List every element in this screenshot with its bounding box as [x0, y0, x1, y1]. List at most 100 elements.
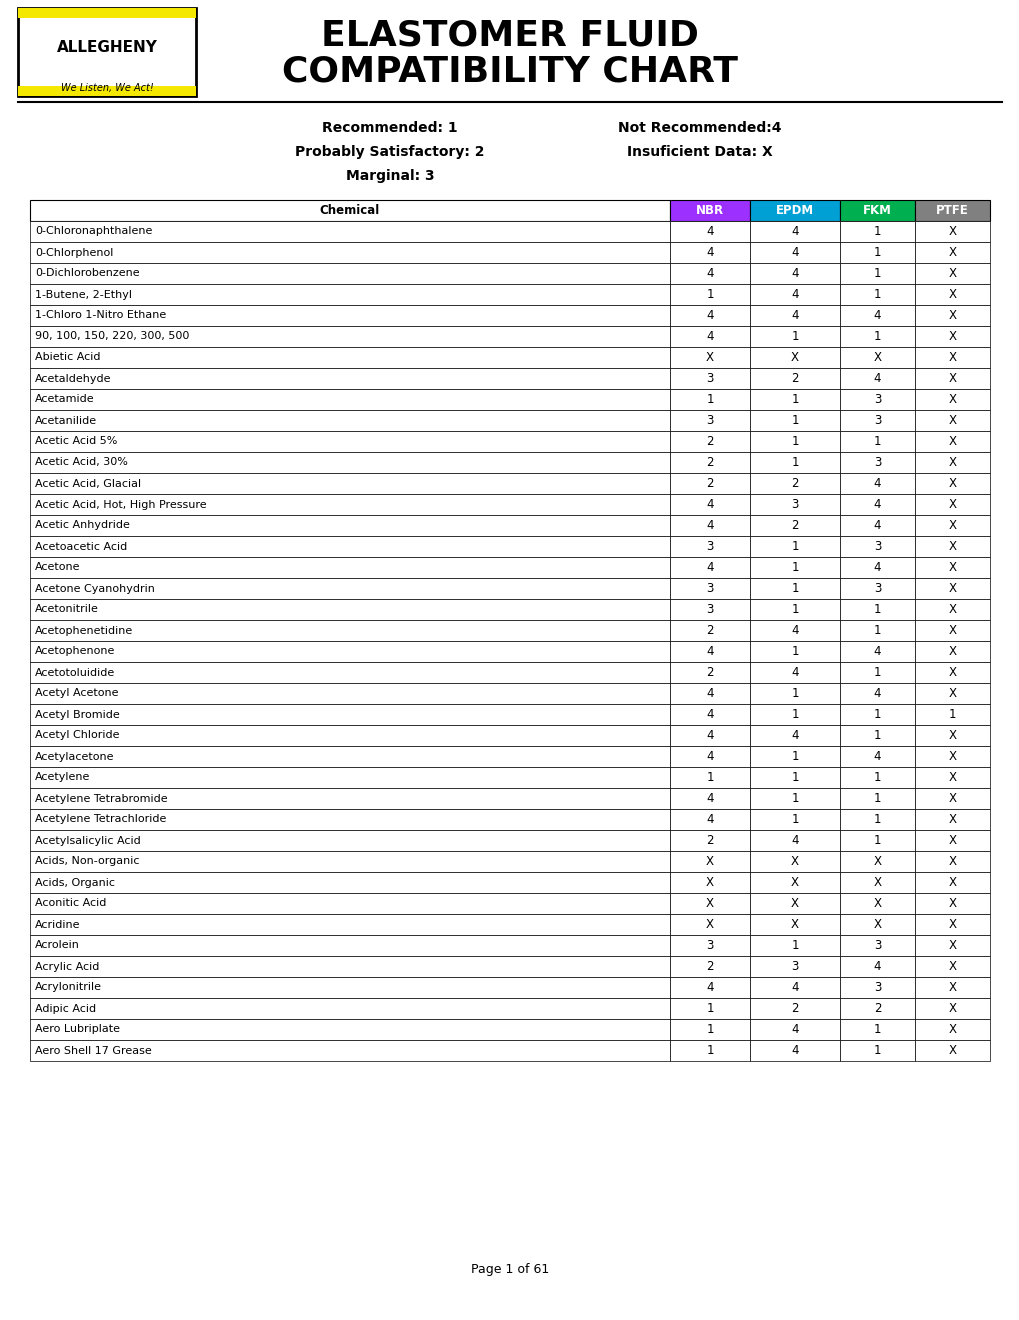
Bar — [914, 451, 989, 473]
Text: 4: 4 — [791, 309, 798, 322]
Bar — [840, 263, 914, 284]
Bar — [840, 746, 914, 767]
Text: 1: 1 — [873, 267, 880, 280]
Bar — [840, 809, 914, 830]
Bar — [749, 1019, 840, 1040]
Bar — [669, 389, 749, 411]
Text: Acetotoluidide: Acetotoluidide — [35, 668, 115, 677]
Text: Acetyl Bromide: Acetyl Bromide — [35, 710, 119, 719]
Bar — [914, 1019, 989, 1040]
Text: Acetylene Tetrachloride: Acetylene Tetrachloride — [35, 814, 166, 825]
Bar — [749, 894, 840, 913]
Bar — [669, 956, 749, 977]
Bar — [840, 851, 914, 873]
Text: Acridine: Acridine — [35, 920, 81, 929]
Bar — [749, 913, 840, 935]
Text: X: X — [872, 351, 880, 364]
Bar — [669, 725, 749, 746]
Bar — [669, 620, 749, 642]
Text: 1: 1 — [791, 813, 798, 826]
Text: X: X — [705, 876, 713, 888]
Bar — [840, 473, 914, 494]
Bar — [18, 8, 196, 18]
Bar — [840, 682, 914, 704]
Bar — [840, 1019, 914, 1040]
Text: 2: 2 — [705, 436, 713, 447]
Text: Acetic Acid 5%: Acetic Acid 5% — [35, 437, 117, 446]
Bar — [749, 956, 840, 977]
Bar — [914, 913, 989, 935]
Bar — [840, 913, 914, 935]
Bar — [669, 347, 749, 368]
Text: X: X — [948, 288, 956, 301]
Bar — [30, 599, 669, 620]
Bar — [914, 809, 989, 830]
Text: Acetic Acid, 30%: Acetic Acid, 30% — [35, 458, 127, 467]
Bar — [840, 894, 914, 913]
Text: Marginal: 3: Marginal: 3 — [345, 169, 434, 183]
Bar — [30, 956, 669, 977]
Bar — [914, 305, 989, 326]
Text: 2: 2 — [705, 667, 713, 678]
Bar — [30, 894, 669, 913]
Text: X: X — [948, 436, 956, 447]
Bar — [669, 1019, 749, 1040]
Bar — [914, 830, 989, 851]
Text: Acetylacetone: Acetylacetone — [35, 751, 114, 762]
Bar — [840, 704, 914, 725]
Bar — [840, 663, 914, 682]
Text: 4: 4 — [705, 309, 713, 322]
Text: 3: 3 — [873, 939, 880, 952]
Text: 4: 4 — [791, 729, 798, 742]
Text: X: X — [948, 645, 956, 657]
Text: 4: 4 — [791, 1023, 798, 1036]
Bar — [18, 86, 196, 96]
Bar — [669, 935, 749, 956]
Bar — [749, 851, 840, 873]
Text: 4: 4 — [791, 834, 798, 847]
Bar — [914, 935, 989, 956]
Text: 1: 1 — [791, 708, 798, 721]
Text: X: X — [948, 224, 956, 238]
Text: Not Recommended:4: Not Recommended:4 — [618, 121, 781, 135]
Text: 3: 3 — [705, 582, 713, 595]
Text: X: X — [790, 876, 798, 888]
Bar — [840, 368, 914, 389]
Text: X: X — [948, 246, 956, 259]
Bar — [669, 536, 749, 557]
Bar — [914, 368, 989, 389]
Text: 1: 1 — [791, 436, 798, 447]
Bar — [749, 788, 840, 809]
Text: FKM: FKM — [862, 205, 891, 216]
Text: Acetophenetidine: Acetophenetidine — [35, 626, 133, 635]
Bar — [840, 494, 914, 515]
Text: 3: 3 — [873, 393, 880, 407]
Bar — [914, 599, 989, 620]
Text: PTFE: PTFE — [935, 205, 968, 216]
Bar — [840, 873, 914, 894]
Text: 3: 3 — [705, 603, 713, 616]
Text: 4: 4 — [791, 267, 798, 280]
Text: 4: 4 — [705, 792, 713, 805]
Bar — [669, 263, 749, 284]
Bar — [914, 578, 989, 599]
Bar — [669, 220, 749, 242]
Text: 1: 1 — [873, 288, 880, 301]
Bar — [30, 494, 669, 515]
Bar — [749, 515, 840, 536]
Bar — [669, 663, 749, 682]
Text: Adipic Acid: Adipic Acid — [35, 1003, 96, 1014]
Text: Acrylic Acid: Acrylic Acid — [35, 961, 99, 972]
Text: X: X — [948, 686, 956, 700]
Text: Acetylene: Acetylene — [35, 772, 91, 783]
Text: X: X — [790, 351, 798, 364]
Text: X: X — [790, 855, 798, 869]
Text: Acetoacetic Acid: Acetoacetic Acid — [35, 541, 127, 552]
Text: 4: 4 — [705, 330, 713, 343]
Bar — [669, 682, 749, 704]
Text: X: X — [872, 876, 880, 888]
Text: NBR: NBR — [695, 205, 723, 216]
Text: X: X — [948, 1002, 956, 1015]
Text: 2: 2 — [705, 960, 713, 973]
Bar — [669, 830, 749, 851]
